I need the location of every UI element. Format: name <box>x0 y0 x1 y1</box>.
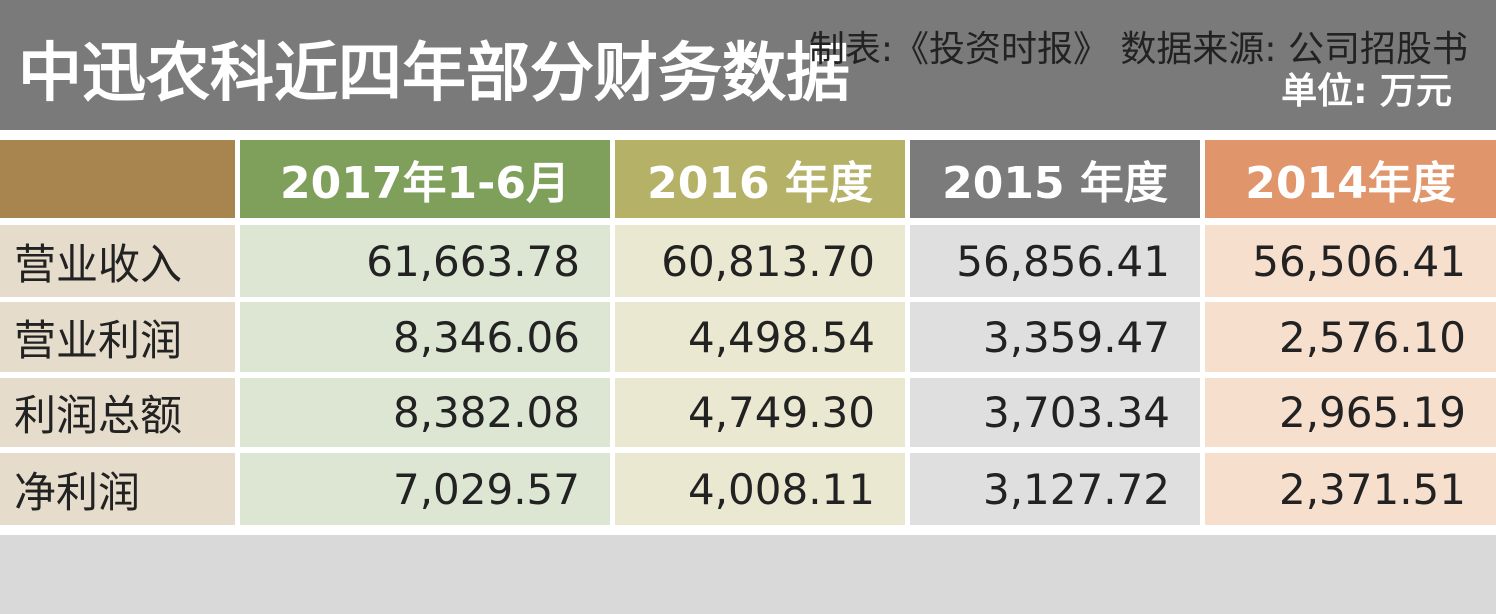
value-cell: 4,008.11 <box>615 453 905 525</box>
row-label: 净利润 <box>0 453 235 525</box>
value-cell: 8,382.08 <box>240 378 610 447</box>
column-header: 2016 年度 <box>615 140 905 218</box>
column-header: 2014年度 <box>1205 140 1496 218</box>
value-cell: 3,703.34 <box>910 378 1200 447</box>
header-cell <box>0 140 235 218</box>
value-cell: 2,576.10 <box>1205 302 1496 372</box>
footer-bar <box>0 535 1496 614</box>
value-cell: 56,856.41 <box>910 225 1200 297</box>
value-cell: 4,498.54 <box>615 302 905 372</box>
row-label: 利润总额 <box>0 378 235 447</box>
value-cell: 7,029.57 <box>240 453 610 525</box>
value-cell: 4,749.30 <box>615 378 905 447</box>
column-header: 2015 年度 <box>910 140 1200 218</box>
value-cell: 3,127.72 <box>910 453 1200 525</box>
value-cell: 60,813.70 <box>615 225 905 297</box>
unit: 单位: 万元 <box>1281 71 1452 112</box>
row-label: 营业收入 <box>0 225 235 297</box>
title-bar <box>0 0 1496 130</box>
column-header: 2017年1-6月 <box>240 140 610 218</box>
value-cell: 56,506.41 <box>1205 225 1496 297</box>
footer: 制表:《投资时报》 数据来源: 公司招股书 <box>808 29 1468 70</box>
value-cell: 2,371.51 <box>1205 453 1496 525</box>
row-label: 营业利润 <box>0 302 235 372</box>
value-cell: 8,346.06 <box>240 302 610 372</box>
value-cell: 61,663.78 <box>240 225 610 297</box>
value-cell: 2,965.19 <box>1205 378 1496 447</box>
value-cell: 3,359.47 <box>910 302 1200 372</box>
title: 中迅农科近四年部分财务数据 <box>18 37 850 111</box>
